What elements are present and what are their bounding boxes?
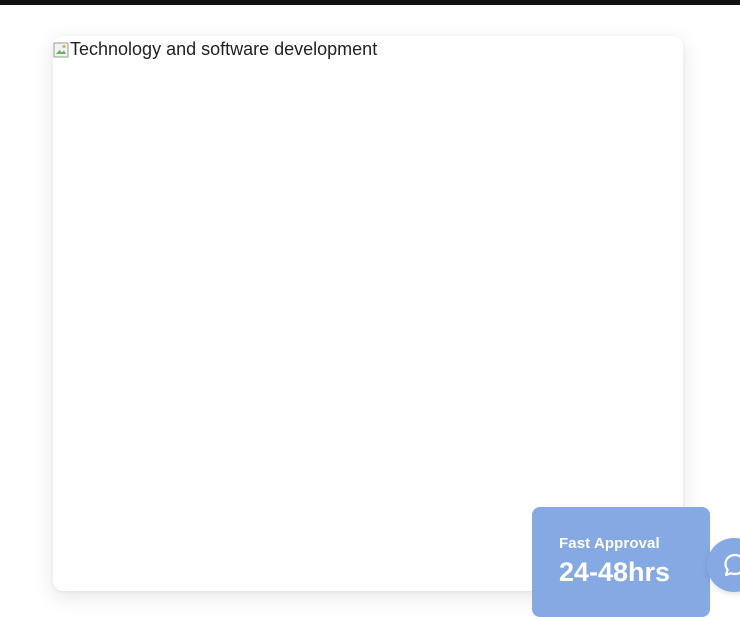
chat-button[interactable] [707, 538, 740, 592]
hero-image-card: Technology and software development [53, 36, 683, 591]
hero-image-alt-text: Technology and software development [70, 39, 378, 59]
chat-bubble-icon [724, 553, 740, 577]
fast-approval-label: Fast Approval [559, 535, 660, 552]
fast-approval-value: 24-48hrs [559, 557, 671, 587]
top-bar [0, 0, 740, 5]
hero-image: Technology and software development [53, 36, 377, 62]
fast-approval-card: Fast Approval 24-48hrs [532, 507, 710, 617]
broken-image-icon [53, 39, 69, 58]
